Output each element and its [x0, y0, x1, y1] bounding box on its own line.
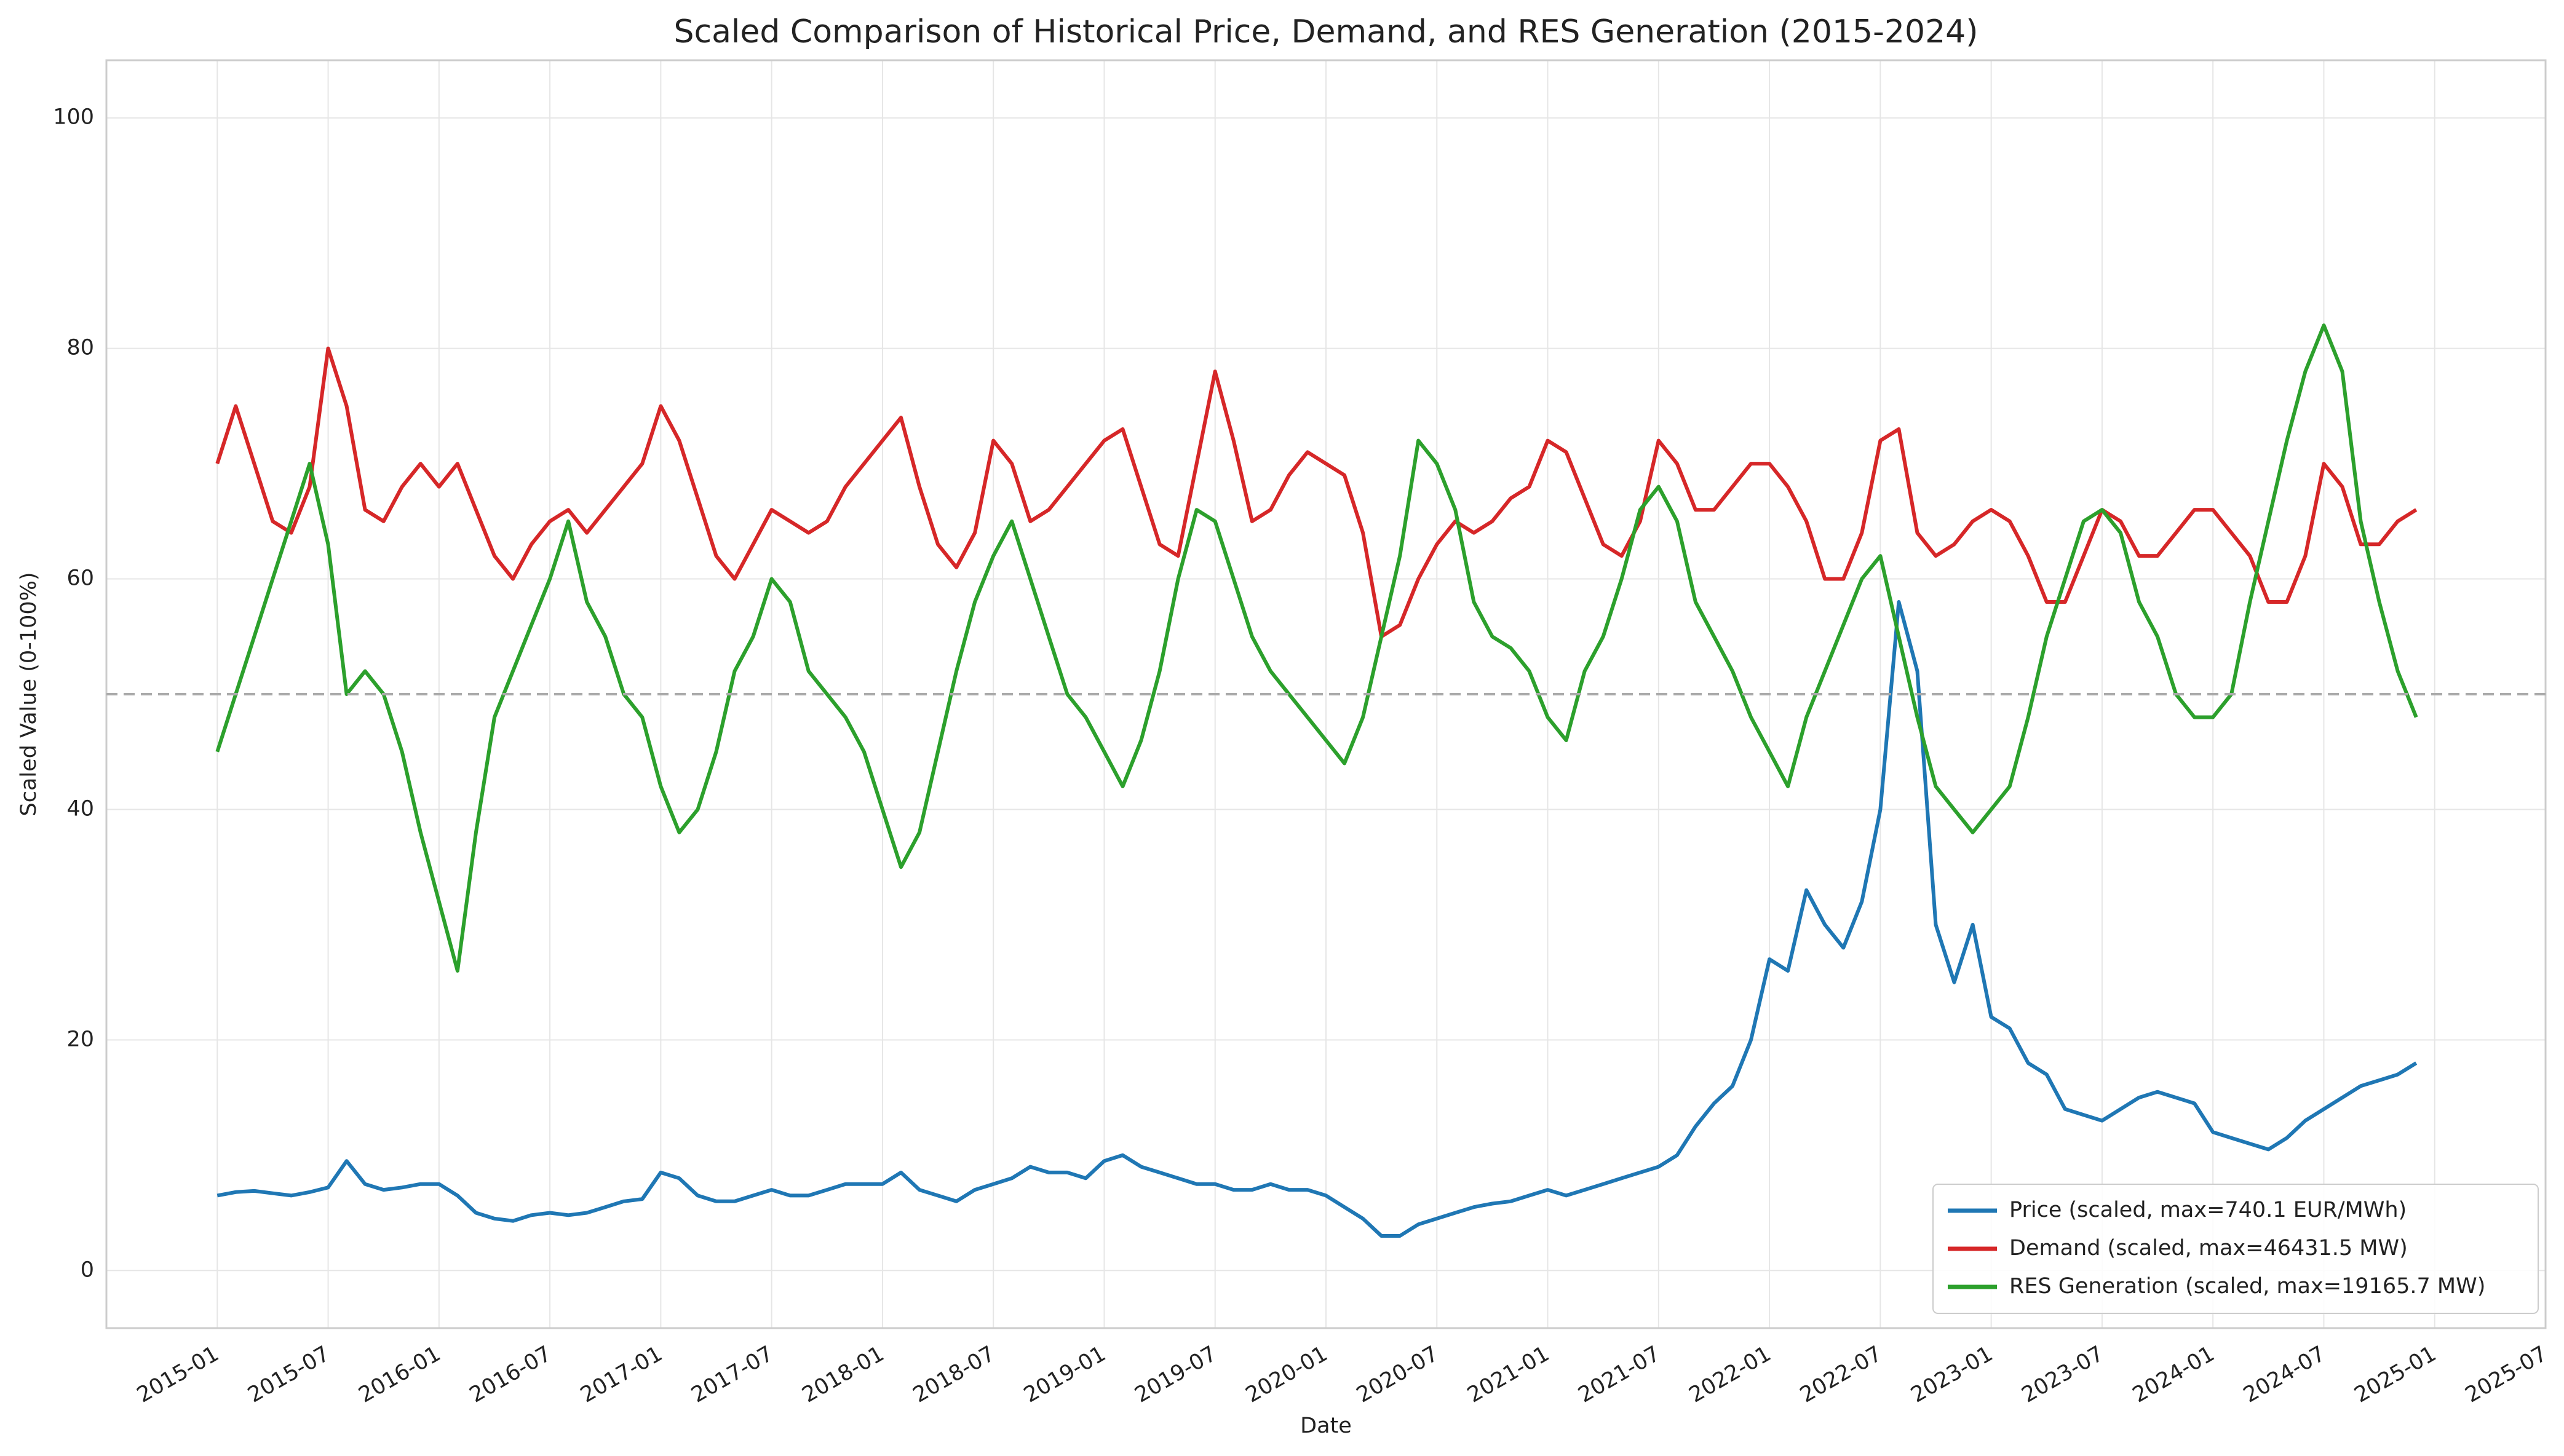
x-tick-label: 2024-01 [2129, 1342, 2219, 1408]
x-tick-label: 2019-07 [1131, 1342, 1221, 1408]
legend-label: Demand (scaled, max=46431.5 MW) [2009, 1236, 2408, 1260]
legend-box [1932, 1184, 2539, 1314]
x-tick-label: 2018-01 [798, 1342, 889, 1408]
x-tick-label: 2023-01 [1907, 1342, 1997, 1408]
series-line [215, 323, 2418, 973]
x-tick-label: 2025-01 [2351, 1342, 2441, 1408]
x-tick-label: 2025-07 [2461, 1342, 2552, 1408]
x-tick-label: 2020-07 [1352, 1342, 1443, 1408]
series-line [216, 600, 2418, 1238]
x-tick-label: 2020-01 [1242, 1342, 1332, 1408]
x-tick-label: 2021-07 [1574, 1342, 1665, 1408]
x-tick-label: 2016-07 [466, 1342, 556, 1408]
x-tick-label: 2019-01 [1020, 1342, 1110, 1408]
y-tick-label: 40 [66, 796, 94, 821]
legend-label: RES Generation (scaled, max=19165.7 MW) [2009, 1274, 2485, 1299]
legend-label: Price (scaled, max=740.1 EUR/MWh) [2009, 1198, 2407, 1222]
x-tick-label: 2015-01 [133, 1342, 223, 1408]
x-tick-label: 2021-01 [1463, 1342, 1554, 1408]
x-tick-label: 2022-01 [1685, 1342, 1776, 1408]
y-tick-label: 60 [66, 566, 94, 591]
y-tick-label: 100 [53, 105, 94, 130]
y-tick-label: 80 [66, 336, 94, 360]
y-axis-label: Scaled Value (0-100%) [17, 572, 41, 816]
series-line [215, 346, 2418, 639]
x-tick-label: 2018-07 [909, 1342, 999, 1408]
x-tick-label: 2017-07 [687, 1342, 777, 1408]
x-tick-label: 2024-07 [2239, 1342, 2330, 1408]
y-tick-label: 20 [66, 1027, 94, 1051]
x-tick-label: 2016-01 [355, 1342, 445, 1408]
y-tick-label: 0 [81, 1257, 94, 1282]
x-tick-label: 2023-07 [2018, 1342, 2108, 1408]
x-tick-label: 2017-01 [576, 1342, 667, 1408]
chart-title: Scaled Comparison of Historical Price, D… [673, 14, 1978, 50]
x-tick-label: 2015-07 [244, 1342, 334, 1408]
x-tick-label: 2022-07 [1796, 1342, 1886, 1408]
x-axis-label: Date [1300, 1414, 1352, 1438]
